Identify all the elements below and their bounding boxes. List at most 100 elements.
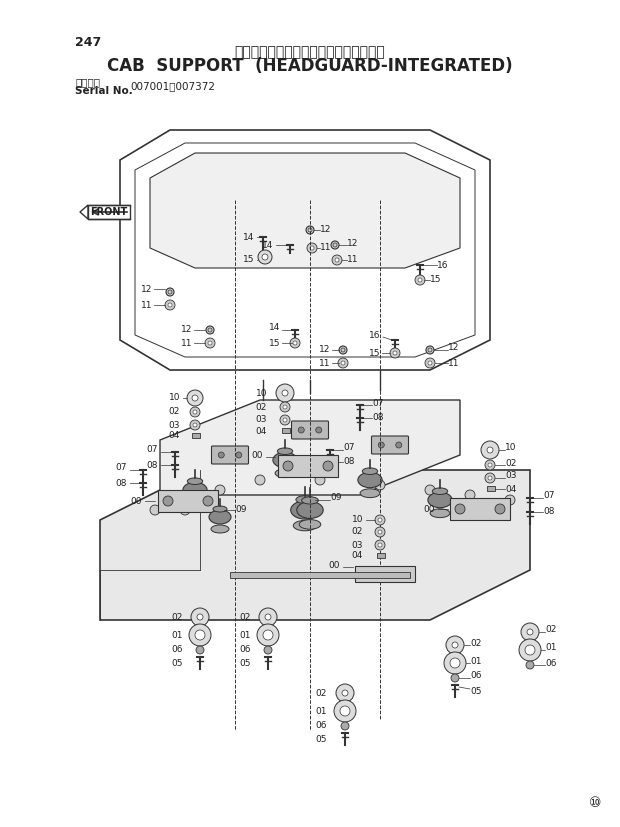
Text: 00: 00 bbox=[130, 496, 142, 505]
Circle shape bbox=[290, 338, 300, 348]
Circle shape bbox=[187, 390, 203, 406]
Text: 08: 08 bbox=[543, 508, 554, 517]
Circle shape bbox=[195, 630, 205, 640]
Text: 12: 12 bbox=[319, 346, 330, 355]
Circle shape bbox=[166, 288, 174, 296]
Bar bbox=[282, 428, 290, 433]
Circle shape bbox=[519, 639, 541, 661]
Circle shape bbox=[481, 441, 499, 459]
Circle shape bbox=[526, 661, 534, 669]
Polygon shape bbox=[100, 470, 530, 620]
Circle shape bbox=[446, 636, 464, 654]
Ellipse shape bbox=[301, 497, 319, 504]
Text: 適用号機: 適用号機 bbox=[75, 77, 100, 87]
Circle shape bbox=[485, 460, 495, 470]
Text: 08: 08 bbox=[115, 479, 127, 487]
Circle shape bbox=[465, 490, 475, 500]
Text: 14: 14 bbox=[243, 232, 254, 241]
Ellipse shape bbox=[358, 472, 382, 488]
Text: 15: 15 bbox=[368, 348, 380, 357]
Text: キャブ取付部品〈ヘッドガード一体型〉: キャブ取付部品〈ヘッドガード一体型〉 bbox=[234, 45, 386, 59]
Circle shape bbox=[262, 254, 268, 260]
Text: 01: 01 bbox=[172, 630, 183, 639]
Circle shape bbox=[428, 361, 432, 365]
Circle shape bbox=[378, 518, 382, 522]
Circle shape bbox=[525, 645, 535, 655]
FancyBboxPatch shape bbox=[211, 446, 249, 464]
Text: 04: 04 bbox=[352, 552, 363, 561]
Circle shape bbox=[338, 358, 348, 368]
Circle shape bbox=[378, 543, 382, 547]
Circle shape bbox=[197, 614, 203, 620]
FancyBboxPatch shape bbox=[177, 491, 213, 509]
Text: 14: 14 bbox=[268, 323, 280, 332]
Ellipse shape bbox=[293, 520, 317, 531]
Circle shape bbox=[191, 608, 209, 626]
Text: 01: 01 bbox=[239, 630, 251, 639]
Text: Serial No.: Serial No. bbox=[75, 86, 133, 96]
Circle shape bbox=[259, 608, 277, 626]
Circle shape bbox=[205, 338, 215, 348]
Ellipse shape bbox=[296, 495, 314, 504]
Text: 12: 12 bbox=[320, 226, 331, 235]
Text: 11: 11 bbox=[180, 338, 192, 347]
Ellipse shape bbox=[275, 469, 295, 478]
Ellipse shape bbox=[428, 492, 452, 508]
Text: 05: 05 bbox=[239, 658, 251, 667]
Circle shape bbox=[375, 515, 385, 525]
Ellipse shape bbox=[277, 448, 293, 455]
Text: 03: 03 bbox=[255, 415, 267, 424]
Ellipse shape bbox=[273, 452, 297, 468]
Text: 11: 11 bbox=[347, 256, 358, 265]
Polygon shape bbox=[160, 400, 460, 495]
Circle shape bbox=[375, 540, 385, 550]
Circle shape bbox=[264, 646, 272, 654]
Circle shape bbox=[298, 427, 304, 433]
Circle shape bbox=[334, 700, 356, 722]
Text: 00: 00 bbox=[252, 451, 263, 460]
Text: 07: 07 bbox=[115, 463, 127, 472]
Text: 03: 03 bbox=[505, 471, 516, 480]
Circle shape bbox=[450, 658, 460, 668]
Circle shape bbox=[306, 226, 314, 234]
Text: 05: 05 bbox=[316, 734, 327, 743]
Bar bbox=[487, 486, 495, 491]
Text: 06: 06 bbox=[316, 721, 327, 730]
Circle shape bbox=[342, 690, 348, 696]
Text: 02: 02 bbox=[505, 458, 516, 467]
Text: 06: 06 bbox=[470, 672, 482, 681]
Text: 02: 02 bbox=[169, 408, 180, 417]
Text: 05: 05 bbox=[172, 658, 183, 667]
Circle shape bbox=[332, 255, 342, 265]
Circle shape bbox=[488, 463, 492, 467]
Circle shape bbox=[418, 278, 422, 282]
Text: 09: 09 bbox=[235, 505, 247, 514]
Text: 12: 12 bbox=[141, 284, 152, 294]
Circle shape bbox=[488, 476, 492, 480]
Ellipse shape bbox=[297, 502, 323, 519]
Text: 04: 04 bbox=[505, 485, 516, 494]
Text: 12: 12 bbox=[180, 326, 192, 334]
Bar bbox=[88, 205, 130, 219]
Circle shape bbox=[165, 300, 175, 310]
Ellipse shape bbox=[432, 488, 448, 495]
Text: 07: 07 bbox=[543, 491, 554, 500]
Ellipse shape bbox=[362, 468, 378, 475]
Circle shape bbox=[335, 258, 339, 262]
Ellipse shape bbox=[183, 482, 207, 498]
Text: 00: 00 bbox=[423, 504, 435, 514]
Text: 11: 11 bbox=[319, 358, 330, 367]
Text: 02: 02 bbox=[352, 528, 363, 537]
Bar bbox=[450, 498, 510, 520]
Circle shape bbox=[310, 246, 314, 250]
Circle shape bbox=[283, 418, 287, 422]
Circle shape bbox=[150, 505, 160, 515]
Text: 07: 07 bbox=[146, 446, 158, 455]
Circle shape bbox=[390, 348, 400, 358]
Circle shape bbox=[521, 623, 539, 641]
Circle shape bbox=[485, 473, 495, 483]
Circle shape bbox=[339, 346, 347, 354]
Text: 12: 12 bbox=[347, 238, 358, 247]
Circle shape bbox=[257, 624, 279, 646]
Circle shape bbox=[393, 351, 397, 355]
